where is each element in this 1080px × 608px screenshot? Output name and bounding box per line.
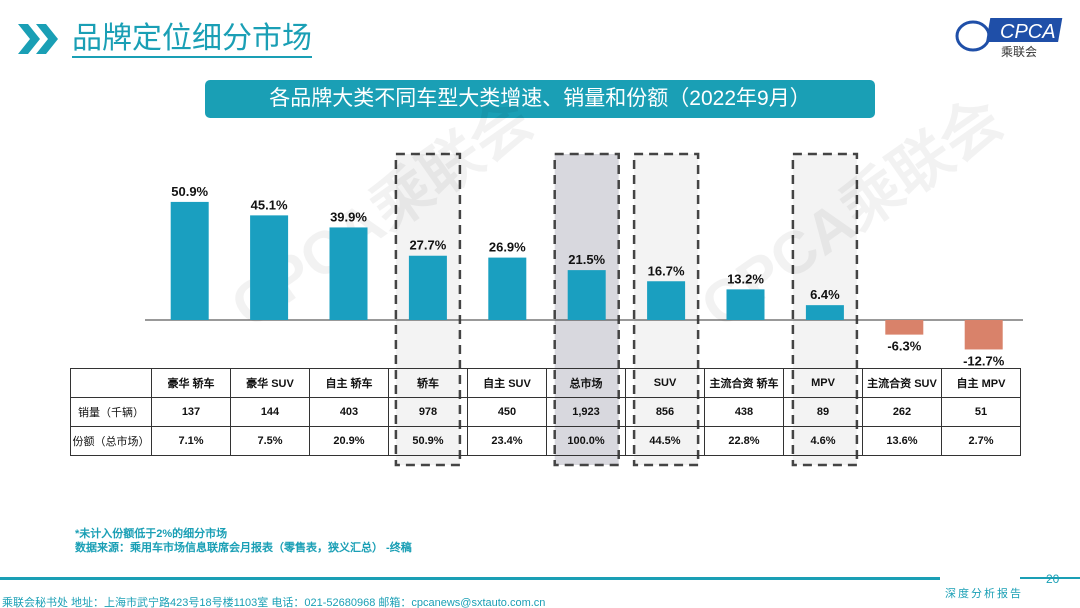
data-label: -12.7% xyxy=(963,353,1005,368)
column-header: 豪华 SUV xyxy=(230,368,310,398)
data-label: 26.9% xyxy=(489,240,526,255)
footer-tag: 深度分析报告 xyxy=(945,587,1023,600)
column-header: 总市场 xyxy=(546,368,626,398)
table-cell: 89 xyxy=(783,397,863,427)
table-cell: 450 xyxy=(467,397,547,427)
table-cell: 144 xyxy=(230,397,310,427)
bar xyxy=(250,215,289,320)
page-number: 20 xyxy=(1046,572,1060,586)
bar xyxy=(408,255,447,320)
column-header: 豪华 轿车 xyxy=(151,368,231,398)
data-label: 27.7% xyxy=(409,238,446,253)
table-cell: 44.5% xyxy=(625,426,705,456)
footer-divider xyxy=(0,577,940,580)
bar xyxy=(329,227,368,320)
table-cell: 978 xyxy=(388,397,468,427)
data-label: 6.4% xyxy=(810,287,840,302)
data-label: 45.1% xyxy=(251,197,288,212)
page-title: 品牌定位细分市场 xyxy=(72,22,312,58)
bar xyxy=(885,320,924,335)
table-cell: 262 xyxy=(862,397,942,427)
column-header: 自主 轿车 xyxy=(309,368,389,398)
column-header: MPV xyxy=(783,368,863,398)
svg-text:CPCA: CPCA xyxy=(1000,21,1056,43)
bar xyxy=(726,289,765,320)
column-header: 主流合资 SUV xyxy=(862,368,942,398)
data-label: 50.9% xyxy=(171,184,208,199)
bar xyxy=(488,257,527,320)
table-cell: 137 xyxy=(151,397,231,427)
data-label: -6.3% xyxy=(887,339,921,354)
table-cell: 51 xyxy=(941,397,1021,427)
data-label: 21.5% xyxy=(568,252,605,267)
table-cell: 856 xyxy=(625,397,705,427)
table-cell: 7.1% xyxy=(151,426,231,456)
table-cell: 100.0% xyxy=(546,426,626,456)
column-header: SUV xyxy=(625,368,705,398)
svg-text:乘联会: 乘联会 xyxy=(1001,45,1037,59)
column-header: 轿车 xyxy=(388,368,468,398)
column-header: 自主 SUV xyxy=(467,368,547,398)
footer-divider xyxy=(1020,577,1080,579)
table-cell: 13.6% xyxy=(862,426,942,456)
bar xyxy=(170,201,209,320)
table-cell: 4.6% xyxy=(783,426,863,456)
table-row-share: 份额（总市场） 7.1% 7.5% 20.9% 50.9% 23.4% 100.0% 44.5… xyxy=(70,426,1021,456)
table-row-sales: 销量（千辆） 137 144 403 978 450 1,923 856 438 89 262 51 xyxy=(70,397,1021,427)
column-header: 自主 MPV xyxy=(941,368,1021,398)
table-cell: 22.8% xyxy=(704,426,784,456)
table-header-row: 豪华 轿车 豪华 SUV 自主 轿车 轿车 自主 SUV 总市场 SUV 主流合资 轿车 MPV… xyxy=(70,368,1021,398)
table-cell: 7.5% xyxy=(230,426,310,456)
table-cell: 23.4% xyxy=(467,426,547,456)
table-cell: 50.9% xyxy=(388,426,468,456)
table-cell: 2.7% xyxy=(941,426,1021,456)
bar xyxy=(647,281,686,320)
data-label: 13.2% xyxy=(727,271,764,286)
table-cell: 20.9% xyxy=(309,426,389,456)
bar xyxy=(964,320,1003,350)
cpca-logo: CPCA 乘联会 xyxy=(955,14,1065,64)
chevron-icon xyxy=(18,24,58,54)
footer-contact: 乘联会秘书处 地址：上海市武宁路423号18号楼1103室 电话：021-526… xyxy=(2,597,546,608)
table-cell: 403 xyxy=(309,397,389,427)
table-cell: 1,923 xyxy=(546,397,626,427)
data-table: 豪华 轿车 豪华 SUV 自主 轿车 轿车 自主 SUV 总市场 SUV 主流合资 轿车 MPV… xyxy=(70,368,1021,456)
data-label: 39.9% xyxy=(330,209,367,224)
notes: *未计入份额低于2%的细分市场 数据来源：乘用车市场信息联席会月报表（零售表，狭… xyxy=(75,528,412,554)
chart-title-banner: 各品牌大类不同车型大类增速、销量和份额（2022年9月） xyxy=(205,80,875,118)
column-header: 主流合资 轿车 xyxy=(704,368,784,398)
bar xyxy=(805,305,844,320)
bar xyxy=(567,270,606,320)
data-label: 16.7% xyxy=(648,263,685,278)
table-cell: 438 xyxy=(704,397,784,427)
